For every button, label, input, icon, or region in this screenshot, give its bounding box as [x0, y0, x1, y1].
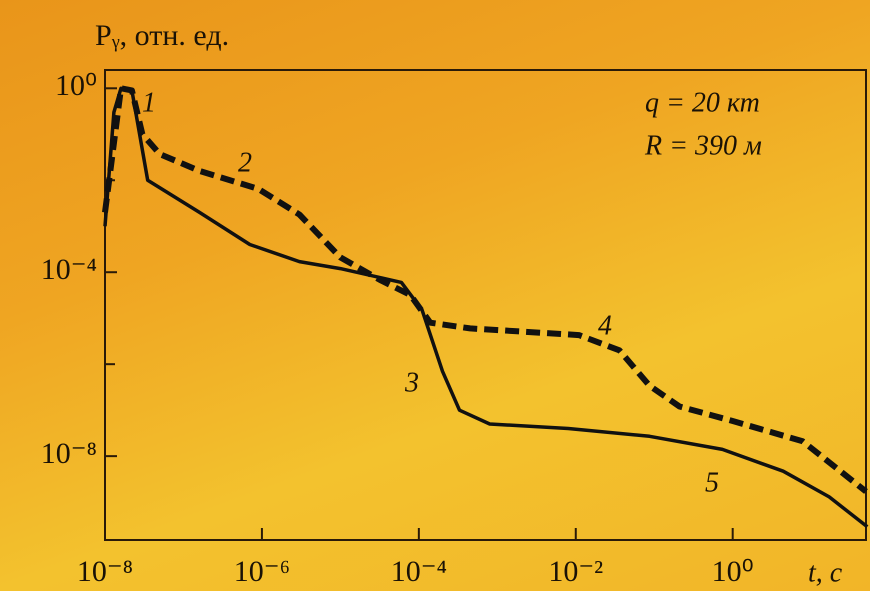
x-tick-label: 10⁻²	[548, 555, 603, 588]
y-tick-label: 10⁻⁴	[41, 253, 97, 286]
x-tick-label: 10⁰	[712, 555, 754, 588]
annotation: 3	[404, 367, 419, 398]
plot-frame	[104, 69, 867, 541]
y-tick-label: 10⁰	[55, 69, 97, 102]
annotation: R = 390 м	[644, 130, 762, 161]
line-series	[102, 85, 868, 494]
x-tick-label: 10⁻⁶	[234, 555, 290, 588]
annotation: 1	[142, 87, 156, 118]
x-tick-label: 10⁻⁸	[77, 555, 133, 588]
y-axis-label: Pᵧ, отн. ед.	[95, 19, 229, 52]
annotation: 2	[238, 147, 252, 178]
annotation: 4	[598, 310, 612, 341]
y-tick-label: 10⁻⁸	[41, 437, 97, 470]
x-axis-label: t, c	[808, 557, 843, 588]
x-tick-label: 10⁻⁴	[391, 555, 447, 588]
annotation: 5	[705, 467, 719, 498]
annotation: q = 20 кт	[645, 87, 760, 118]
